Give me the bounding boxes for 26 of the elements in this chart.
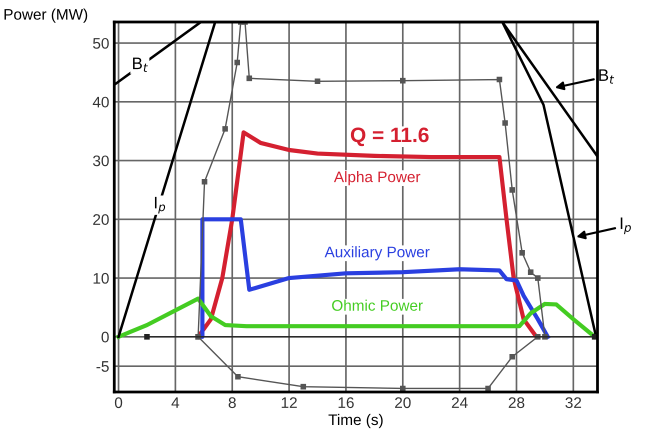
y-tick-label: 30 [93, 155, 109, 166]
annotation: I$_{p}$ [154, 196, 166, 214]
x-tick-label: 28 [508, 397, 524, 408]
x-tick-label: 4 [171, 397, 180, 408]
annotation: B$_{t}$ [599, 69, 614, 84]
annotation: Q = 11.6 [350, 128, 429, 146]
y-axis-title: Power (MW) [4, 8, 88, 23]
x-tick-label: 20 [395, 397, 411, 408]
y-tick-label: 20 [93, 214, 109, 225]
series-label: Alpha Power [334, 171, 420, 186]
x-axis-title: Time (s) [328, 414, 383, 428]
x-tick-label: 0 [114, 397, 122, 408]
x-tick-label: 24 [452, 397, 468, 408]
x-tick-label: 8 [228, 397, 236, 408]
x-tick-label: 16 [338, 397, 354, 408]
series-label: Ohmic Power [332, 300, 423, 311]
y-tick-label: 40 [92, 96, 109, 108]
annotation: B$_{t}$ [133, 58, 148, 72]
y-tick-label: 0 [102, 332, 109, 342]
x-tick-label: 32 [565, 397, 582, 408]
y-tick-label: 10 [94, 272, 109, 284]
annotation: I$_{p}$ [620, 217, 631, 234]
series-label: Auxiliary Power [324, 246, 430, 260]
x-tick-label: 12 [282, 397, 297, 408]
y-tick-label: 50 [93, 38, 109, 49]
y-tick-label: -5 [96, 361, 109, 372]
